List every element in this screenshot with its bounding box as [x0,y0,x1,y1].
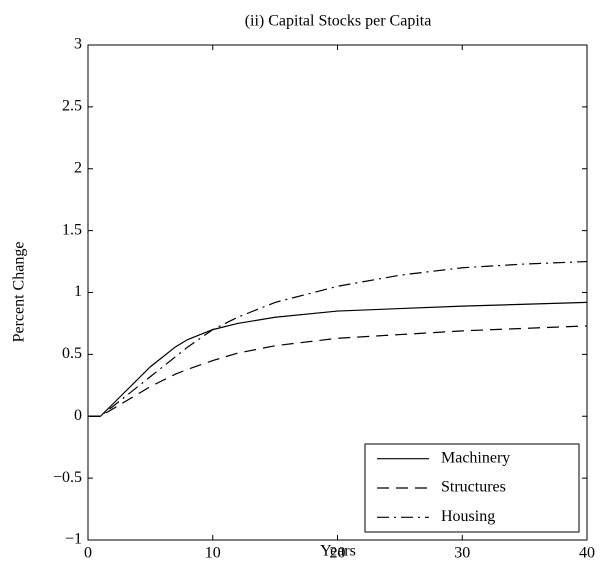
y-tick-label: 2 [74,159,82,176]
series-line [88,260,588,417]
legend-label: Structures [441,479,506,496]
x-tick-label: 30 [454,545,470,562]
y-tick-label: −0.5 [53,469,82,486]
y-tick-label: 2.5 [62,98,82,115]
y-tick-label: −1 [65,531,82,548]
series-line [88,301,588,417]
x-tick-label: 10 [205,545,221,562]
chart-title: (ii) Capital Stocks per Capita [245,13,432,30]
series-line [88,325,588,417]
y-axis-label: Percent Change [11,242,28,343]
legend-label: Housing [441,508,495,525]
y-tick-label: 0 [74,407,82,424]
x-tick-label: 40 [579,545,595,562]
x-axis-label: Years [320,543,356,560]
legend-label: Machinery [441,449,510,466]
y-tick-label: 1 [74,283,82,300]
x-tick-label: 0 [84,545,92,562]
y-tick-label: 0.5 [62,345,82,362]
x-tick-label: 20 [330,545,346,562]
y-tick-label: 1.5 [62,221,82,238]
y-tick-label: 3 [74,36,82,53]
